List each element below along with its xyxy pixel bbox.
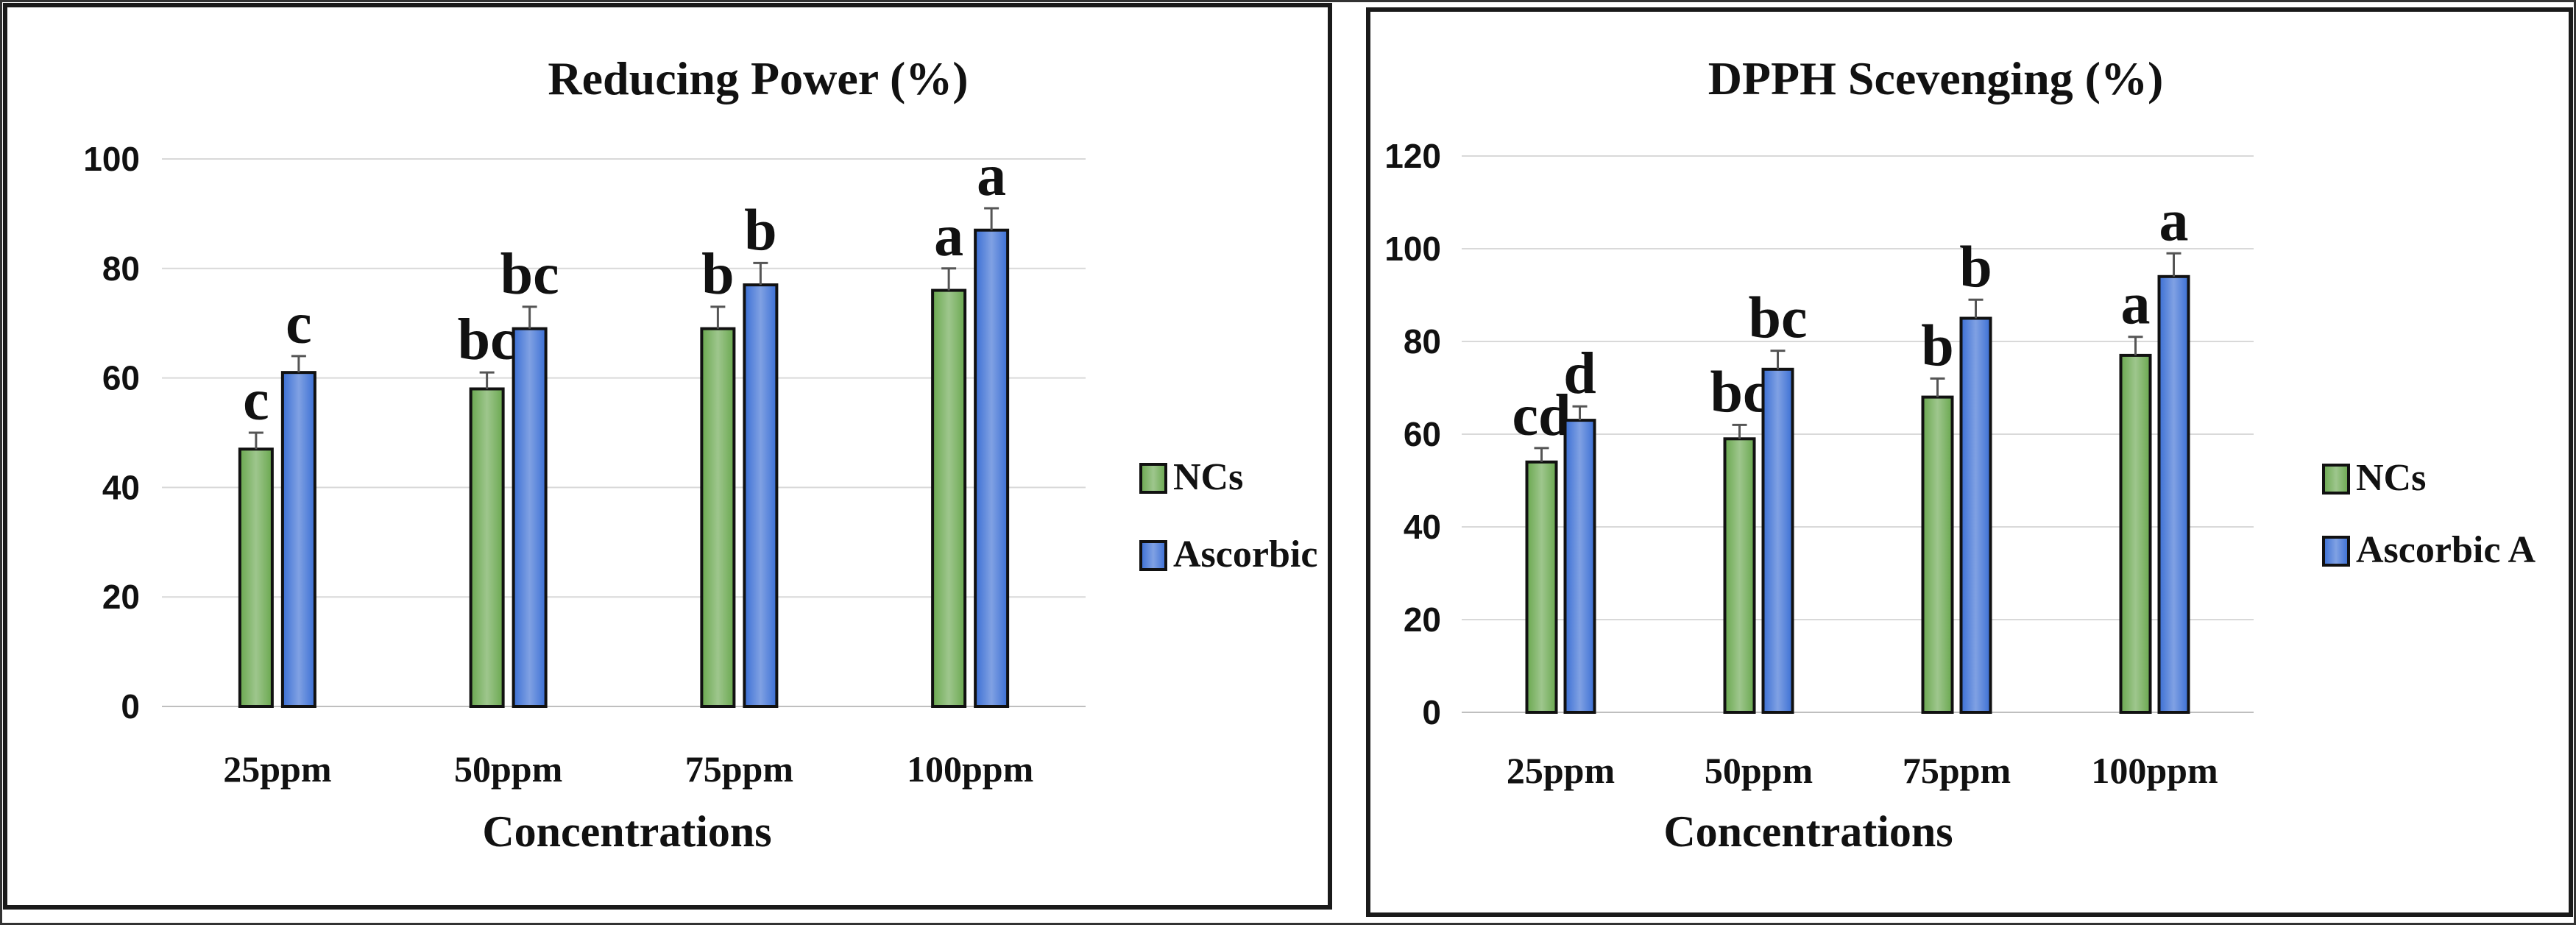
x-tick-label: 75ppm [1903,750,2011,791]
y-tick-label: 100 [1384,230,1441,268]
significance-letter: c [286,291,312,356]
significance-letter: b [1959,235,1992,300]
significance-letter: a [2159,188,2189,253]
significance-letter: c [243,368,269,433]
bar-ncs-75ppm [700,327,736,708]
significance-letter: a [2121,272,2151,337]
significance-letter: bc [1749,286,1808,351]
legend-label: NCs [2356,457,2426,499]
y-tick-label: 40 [102,468,140,506]
significance-letter: b [701,242,735,307]
x-tick-label: 100ppm [907,748,1033,790]
chart-title: Reducing Power (%) [548,52,968,104]
legend-label: Ascorbic A [2356,529,2536,571]
bar-ncs-50ppm [1723,437,1756,714]
dpph-scavenging-chart: DPPH Scevenging (%) 0 20 40 60 80 100 120 25ppm… [1384,52,2536,856]
x-tick-label: 75ppm [685,748,793,790]
bar-ncs-75ppm [1921,395,1954,714]
y-tick-label: 0 [1422,693,1441,731]
significance-letter: a [934,204,963,269]
legend-swatch [2322,464,2350,495]
chart-panel-reducing-power: Reducing Power (%) 0 20 40 60 80 100 25ppm c c 50… [3,3,1332,910]
significance-letter: a [977,143,1006,208]
bar-ncs-100ppm [931,288,967,708]
x-axis-label: Concentrations [1663,807,1953,856]
chart-title: DPPH Scevenging (%) [1708,52,2164,104]
y-tick-label: 80 [102,249,140,288]
y-tick-label: 120 [1384,137,1441,175]
legend-swatch [1139,540,1167,571]
significance-letter: b [744,198,777,263]
legend-label: Ascorbic [1173,534,1317,575]
bar-ascorbic-a-50ppm [1761,367,1794,714]
x-tick-label: 25ppm [223,748,331,790]
significance-letter: d [1563,341,1596,406]
bar-ascorbic-a-100ppm [2157,274,2190,714]
significance-letter: cd [1512,383,1571,448]
x-tick-label: 25ppm [1507,750,1615,791]
significance-letter: bc [458,308,517,372]
y-tick-label: 80 [1404,322,1441,361]
bar-ascorbic-100ppm [974,228,1010,709]
legend-swatch [1139,463,1167,494]
significance-letter: b [1921,313,1954,378]
bar-ncs-50ppm [469,387,505,708]
x-axis-label: Concentrations [482,807,771,856]
y-tick-label: 60 [102,359,140,397]
y-tick-label: 0 [121,687,140,726]
bar-ncs-100ppm [2119,353,2152,714]
plot-area: 0 20 40 60 80 100 120 25ppm cdd 50ppm bc bc 75ppm bb 1… [1384,137,2536,791]
y-tick-label: 60 [1404,415,1441,453]
bar-ascorbic-a-25ppm [1563,419,1596,714]
bar-ascorbic-75ppm [743,283,779,708]
x-tick-label: 50ppm [454,748,562,790]
y-tick-label: 100 [83,140,140,178]
bar-ncs-25ppm [238,447,274,708]
y-tick-label: 40 [1404,508,1441,546]
reducing-power-chart: Reducing Power (%) 0 20 40 60 80 100 25ppm cc 50… [83,52,1317,856]
legend-swatch [2322,536,2350,567]
chart-panel-dpph-scavenging: DPPH Scevenging (%) 0 20 40 60 80 100 120 25ppm… [1366,7,2573,917]
x-tick-label: 50ppm [1705,750,1813,791]
x-tick-label: 100ppm [2091,750,2218,791]
bar-ascorbic-a-75ppm [1959,316,1992,714]
bar-ascorbic-50ppm [512,327,548,708]
legend-label: NCs [1173,456,1243,498]
significance-letter: bc [1710,360,1769,425]
bar-ascorbic-25ppm [280,371,316,708]
y-tick-label: 20 [1404,600,1441,639]
y-tick-label: 20 [102,578,140,616]
bar-ncs-25ppm [1525,460,1558,714]
significance-letter: bc [500,242,559,307]
